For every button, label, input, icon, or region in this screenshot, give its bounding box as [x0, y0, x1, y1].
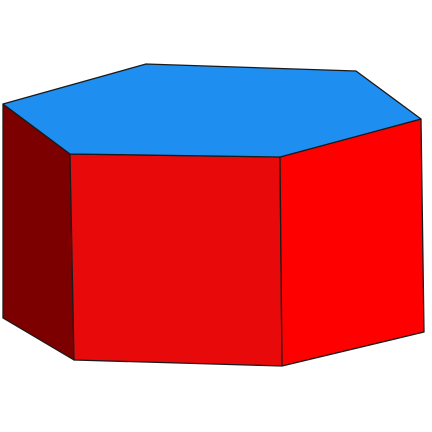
right-side-face: [279, 118, 425, 367]
front-side-face: [69, 153, 283, 367]
top-hexagon-face: [2, 63, 422, 158]
